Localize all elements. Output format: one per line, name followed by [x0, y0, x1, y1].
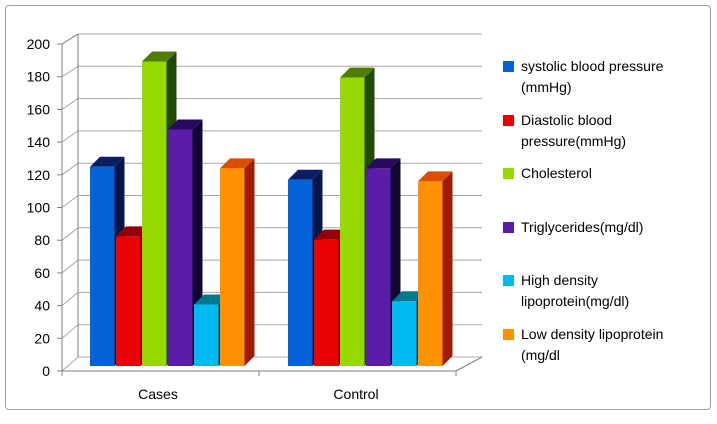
bar-top-face	[366, 158, 401, 169]
legend-item-series2: Diastolic blood pressure(mmHg)	[503, 110, 699, 152]
bar-top-face	[168, 119, 203, 130]
axes-lines	[61, 33, 483, 376]
bar-front-face	[288, 179, 313, 366]
x-axis-labels: Cases Control	[138, 386, 378, 402]
bar-front-face	[418, 181, 443, 366]
category-label: Control	[333, 386, 378, 402]
bar-top-face	[392, 291, 427, 302]
bar-control-series6	[418, 171, 453, 366]
legend-label: Cholesterol	[521, 165, 592, 181]
legend-label: High density lipoprotein(mg/dl)	[521, 272, 630, 309]
legend-item-series5: High density lipoprotein(mg/dl)	[503, 270, 699, 312]
legend-label: systolic blood pressure (mmHg)	[521, 58, 664, 95]
y-tick-label: 180	[27, 69, 51, 85]
legend-item-series4: Triglycerides(mg/dl)	[503, 217, 699, 238]
y-tick-label: 120	[27, 167, 51, 183]
bar-top-face	[220, 158, 255, 169]
bar-cases-series3	[142, 51, 177, 366]
y-tick-label: 80	[34, 232, 50, 248]
bar-front-face	[194, 304, 219, 366]
legend-marker-icon	[503, 168, 514, 179]
bar-front-face	[220, 168, 245, 366]
bar-front-face	[116, 236, 141, 366]
bar-cases-series6	[220, 158, 255, 366]
legend-marker-icon	[503, 275, 514, 286]
bar-top-face	[142, 51, 177, 62]
bar-front-face	[90, 166, 115, 366]
y-tick-label: 100	[27, 200, 51, 216]
bar-front-face	[392, 301, 417, 366]
bar-side-face	[442, 171, 453, 366]
bars	[90, 51, 453, 366]
legend-label: Triglycerides(mg/dl)	[521, 218, 644, 235]
bar-front-face	[366, 168, 391, 366]
bar-control-series4	[366, 158, 401, 366]
legend-marker-icon	[503, 61, 514, 72]
legend-label: Diastolic blood pressure(mmHg)	[521, 111, 627, 149]
legend-marker-icon	[503, 114, 514, 126]
bar-front-face	[142, 61, 167, 366]
bar-top-face	[288, 169, 323, 180]
bar-top-face	[90, 156, 125, 167]
y-tick-label: 20	[34, 330, 50, 346]
category-label: Cases	[138, 386, 178, 402]
bar-front-face	[168, 129, 193, 366]
bar-top-face	[314, 229, 349, 240]
bar-front-face	[340, 77, 365, 366]
legend-item-series3: Cholesterol	[503, 163, 699, 184]
y-tick-label: 60	[34, 265, 50, 281]
y-tick-label: 40	[34, 298, 50, 314]
legend-item-series1: systolic blood pressure (mmHg)	[503, 56, 699, 98]
bar-top-face	[194, 294, 229, 305]
y-tick-label: 140	[27, 134, 51, 150]
bar-top-face	[116, 226, 151, 237]
y-tick-label: 0	[42, 363, 50, 379]
bar-front-face	[314, 239, 339, 366]
legend-marker-icon	[503, 328, 514, 340]
legend-item-series6: Low density lipoprotein (mg/dl	[503, 324, 699, 366]
y-axis-labels: 0 20 40 60 80 100 120 140 160 180 200	[27, 36, 51, 379]
y-tick-label: 200	[27, 36, 51, 52]
bar-top-face	[418, 171, 453, 182]
legend-marker-icon	[503, 221, 514, 233]
bar-top-face	[340, 67, 375, 78]
y-tick-label: 160	[27, 101, 51, 117]
bar-side-face	[244, 158, 255, 366]
legend-label: Low density lipoprotein (mg/dl	[521, 325, 664, 363]
